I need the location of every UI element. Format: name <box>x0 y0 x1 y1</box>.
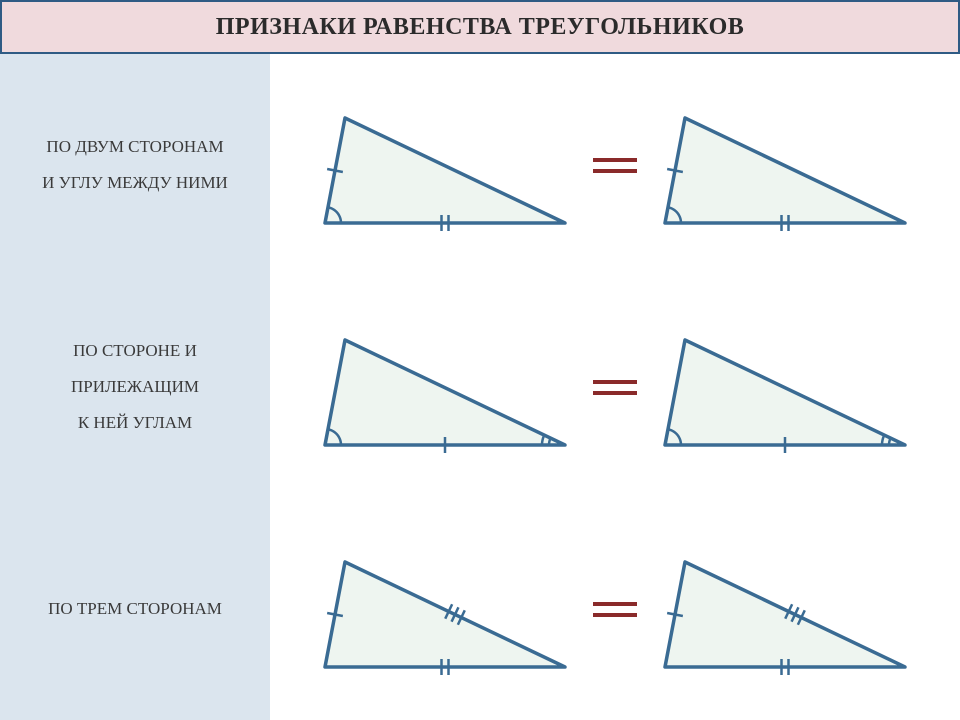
diagram-row-0 <box>270 54 960 276</box>
row-label-1: ПО СТОРОНЕ ИПРИЛЕЖАЩИМК НЕЙ УГЛАМ <box>0 276 270 498</box>
triangle-left-1 <box>315 315 575 460</box>
diagram-row-1 <box>270 276 960 498</box>
diagram-area <box>270 54 960 720</box>
content: ПО ДВУМ СТОРОНАМИ УГЛУ МЕЖДУ НИМИПО СТОР… <box>0 54 960 720</box>
triangle-left-2 <box>315 537 575 682</box>
eq-sign-1 <box>593 380 637 395</box>
eq-sign-2 <box>593 602 637 617</box>
row-label-2: ПО ТРЕМ СТОРОНАМ <box>0 498 270 720</box>
triangle-left-0 <box>315 93 575 238</box>
triangle-right-0 <box>655 93 915 238</box>
page-title: ПРИЗНАКИ РАВЕНСТВА ТРЕУГОЛЬНИКОВ <box>216 14 745 41</box>
page-header: ПРИЗНАКИ РАВЕНСТВА ТРЕУГОЛЬНИКОВ <box>0 0 960 54</box>
row-label-0: ПО ДВУМ СТОРОНАМИ УГЛУ МЕЖДУ НИМИ <box>0 54 270 276</box>
triangle-right-1 <box>655 315 915 460</box>
eq-sign-0 <box>593 158 637 173</box>
diagram-row-2 <box>270 498 960 720</box>
triangle-right-2 <box>655 537 915 682</box>
sidebar: ПО ДВУМ СТОРОНАМИ УГЛУ МЕЖДУ НИМИПО СТОР… <box>0 54 270 720</box>
